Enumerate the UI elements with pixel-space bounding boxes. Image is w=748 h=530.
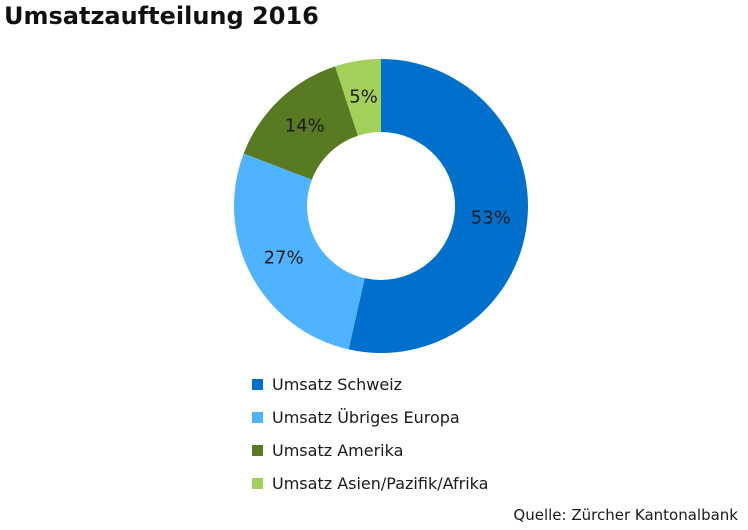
slice-value-label-1: 53%: [471, 208, 511, 229]
legend-item-2: Umsatz Übriges Europa: [252, 401, 488, 434]
legend-swatch-4: [252, 478, 263, 489]
legend-label-2: Umsatz Übriges Europa: [272, 408, 460, 427]
donut-slice-2: [233, 153, 365, 350]
chart-legend: Umsatz Schweiz Umsatz Übriges Europa Umsat…: [252, 368, 488, 500]
legend-item-3: Umsatz Amerika: [252, 434, 488, 467]
legend-item-4: Umsatz Asien/Pazifik/Afrika: [252, 467, 488, 500]
legend-swatch-2: [252, 412, 263, 423]
slice-value-label-4: 5%: [349, 86, 378, 107]
donut-slice-4: [335, 59, 381, 136]
chart-title: Umsatzaufteilung 2016: [4, 2, 319, 30]
legend-label-4: Umsatz Asien/Pazifik/Afrika: [272, 474, 489, 493]
legend-swatch-3: [252, 445, 263, 456]
donut-slice-1: [348, 59, 528, 353]
legend-swatch-1: [252, 379, 263, 390]
slice-value-label-2: 27%: [264, 248, 304, 269]
legend-item-1: Umsatz Schweiz: [252, 368, 488, 401]
legend-label-1: Umsatz Schweiz: [272, 375, 403, 394]
source-note: Quelle: Zürcher Kantonalbank: [513, 506, 738, 524]
donut-slice-3: [243, 66, 358, 180]
legend-label-3: Umsatz Amerika: [272, 441, 404, 460]
slice-value-label-3: 14%: [285, 116, 325, 137]
